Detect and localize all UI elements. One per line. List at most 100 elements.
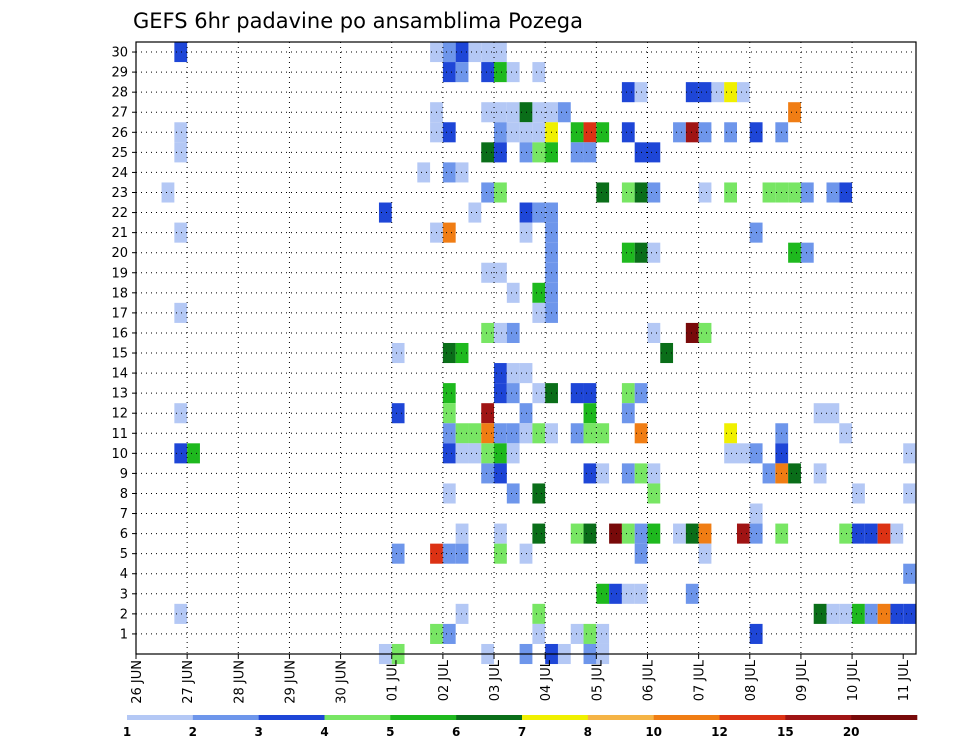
heatmap-cell <box>532 282 546 303</box>
y-tick-label: 1 <box>120 627 128 642</box>
heatmap-cell <box>532 603 546 624</box>
heatmap-cell <box>596 463 610 484</box>
colorbar-label: 1 <box>123 725 131 739</box>
heatmap-cell <box>481 42 495 63</box>
heatmap-cell <box>647 463 661 484</box>
heatmap-cell <box>685 122 699 143</box>
heatmap-cell <box>442 62 456 83</box>
heatmap-cell <box>442 443 456 464</box>
heatmap-cell <box>724 182 737 203</box>
heatmap-cell <box>621 383 635 404</box>
heatmap-cell <box>494 363 507 384</box>
heatmap-cell <box>494 262 507 283</box>
heatmap-cell <box>621 242 635 263</box>
heatmap-cell <box>174 302 188 323</box>
heatmap-cell <box>391 342 405 364</box>
heatmap-cell <box>736 523 750 544</box>
plot-frame <box>135 41 917 655</box>
heatmap-cell <box>494 42 507 63</box>
heatmap-cell <box>839 182 853 203</box>
heatmap-cell <box>506 62 520 83</box>
heatmap-cell <box>532 102 546 123</box>
heatmap-cell <box>442 162 456 183</box>
x-tick-label: 29 JUN <box>283 660 298 704</box>
y-tick-label: 19 <box>111 266 128 281</box>
colorbar-segment <box>587 715 654 720</box>
heatmap-cell <box>494 523 507 544</box>
y-tick-label: 6 <box>120 527 128 542</box>
x-tick-label: 07 JUL <box>693 659 708 701</box>
heatmap-cell <box>532 122 546 143</box>
colorbar-segment <box>456 715 523 720</box>
heatmap-cell <box>839 423 853 444</box>
x-tick-label: 10 JUL <box>846 659 861 701</box>
heatmap-cell <box>903 483 916 504</box>
heatmap-cell <box>609 523 622 544</box>
heatmap-cell <box>455 42 469 63</box>
heatmap-cell <box>481 182 495 203</box>
heatmap-cell <box>788 182 801 203</box>
x-tick-label: 27 JUN <box>181 660 196 704</box>
heatmap-cell <box>494 142 507 163</box>
heatmap-cell <box>724 423 737 444</box>
grid-lines <box>136 42 916 654</box>
colorbar-segment <box>719 715 786 720</box>
colorbar-segment <box>324 715 391 720</box>
heatmap-cell <box>532 423 546 444</box>
heatmap-cell <box>583 383 597 404</box>
heatmap-cell <box>506 383 520 404</box>
heatmap-cell <box>455 162 469 183</box>
y-tick-label: 3 <box>120 587 128 602</box>
heatmap-cell <box>673 523 686 544</box>
heatmap-cell <box>174 222 188 243</box>
colorbar-segment <box>653 715 720 720</box>
heatmap-cell <box>442 122 456 143</box>
heatmap-cell <box>532 383 546 404</box>
heatmap-cell <box>583 463 597 484</box>
heatmap-cell <box>570 623 584 644</box>
heatmap-cell <box>532 62 546 83</box>
y-tick-label: 14 <box>111 367 128 382</box>
x-tick-label: 11 JUL <box>897 659 912 701</box>
heatmap-cell <box>481 463 495 484</box>
heatmap-cell <box>494 102 507 123</box>
heatmap-cell <box>455 62 469 83</box>
heatmap-cell <box>494 182 507 203</box>
heatmap-cell <box>442 483 456 504</box>
heatmap-cell <box>698 523 712 544</box>
heatmap-cell <box>468 42 482 63</box>
heatmap-cell <box>481 443 495 464</box>
heatmap-cell <box>647 523 661 544</box>
heatmap-cell <box>839 603 853 624</box>
heatmap-cell <box>673 122 686 143</box>
heatmap-cell <box>852 483 865 504</box>
heatmap-cell <box>481 403 495 424</box>
heatmap-cell <box>391 543 405 564</box>
heatmap-cell <box>852 523 865 544</box>
y-tick-label: 24 <box>111 166 128 181</box>
heatmap-cell <box>570 423 584 444</box>
colorbar-label: 7 <box>518 725 526 739</box>
y-tick-label: 11 <box>111 427 128 442</box>
heatmap-cell <box>800 182 814 203</box>
heatmap-cell <box>532 142 546 163</box>
colorbar-segment <box>851 715 918 720</box>
heatmap-cell <box>174 443 188 464</box>
y-tick-label: 28 <box>111 86 128 101</box>
heatmap-cell <box>903 563 916 584</box>
heatmap-cell <box>903 443 916 464</box>
heatmap-cell <box>583 523 597 544</box>
heatmap-cell <box>724 443 737 464</box>
heatmap-cell <box>583 142 597 163</box>
heatmap-cell <box>506 282 520 303</box>
heatmap-cell <box>877 603 891 624</box>
colorbar-label: 4 <box>320 725 328 739</box>
y-tick-label: 27 <box>111 106 128 121</box>
heatmap-cell <box>609 583 622 604</box>
heatmap-cell <box>788 242 801 263</box>
heatmap-cell <box>481 423 495 444</box>
y-tick-label: 4 <box>120 567 128 582</box>
y-tick-label: 17 <box>111 306 128 321</box>
heatmap-cell <box>813 603 827 624</box>
